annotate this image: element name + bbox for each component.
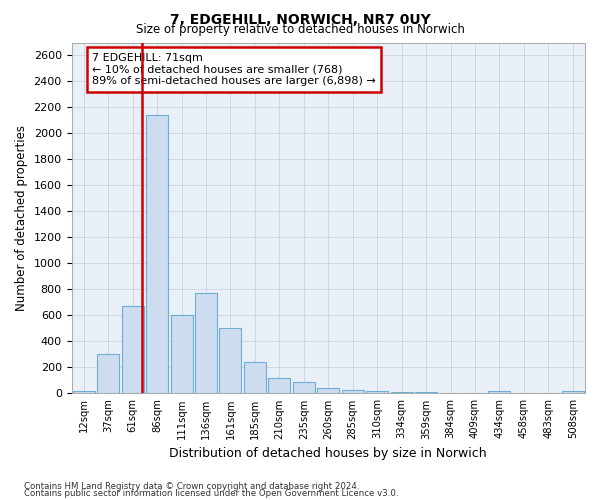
Bar (73, 391, 95, 394)
Bar (391, 392, 413, 394)
Bar (122, 306, 143, 394)
Bar (146, 116, 168, 394)
Bar (195, 294, 217, 394)
Bar (293, 382, 315, 394)
X-axis label: Distribution of detached houses by size in Norwich: Distribution of detached houses by size … (169, 447, 487, 460)
Bar (366, 392, 388, 394)
Y-axis label: Number of detached properties: Number of detached properties (15, 125, 28, 311)
Bar (97, 354, 119, 394)
Bar (415, 392, 437, 394)
Bar (342, 390, 364, 394)
Bar (170, 316, 193, 394)
Bar (244, 362, 266, 394)
Bar (220, 328, 241, 394)
Bar (488, 392, 511, 394)
Text: Size of property relative to detached houses in Norwich: Size of property relative to detached ho… (136, 22, 464, 36)
Text: 7, EDGEHILL, NORWICH, NR7 0UY: 7, EDGEHILL, NORWICH, NR7 0UY (170, 12, 430, 26)
Text: Contains public sector information licensed under the Open Government Licence v3: Contains public sector information licen… (24, 490, 398, 498)
Text: Contains HM Land Registry data © Crown copyright and database right 2024.: Contains HM Land Registry data © Crown c… (24, 482, 359, 491)
Bar (562, 391, 584, 394)
Bar (317, 388, 339, 394)
Text: 7 EDGEHILL: 71sqm
← 10% of detached houses are smaller (768)
89% of semi-detache: 7 EDGEHILL: 71sqm ← 10% of detached hous… (92, 53, 376, 86)
Bar (440, 393, 461, 394)
Bar (268, 378, 290, 394)
